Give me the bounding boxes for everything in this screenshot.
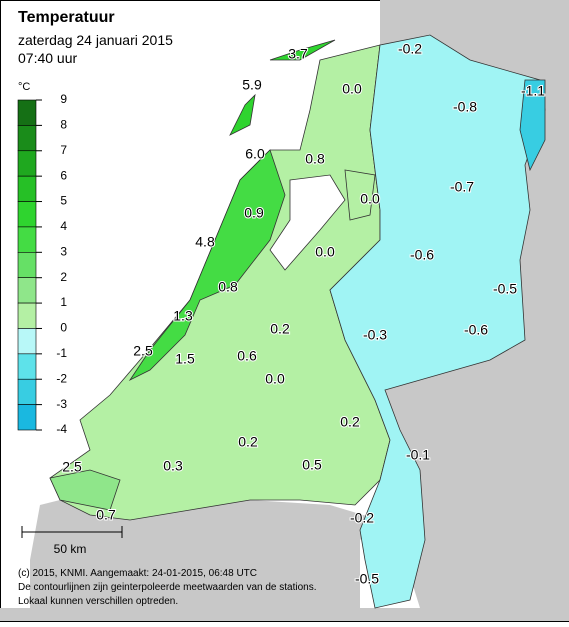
legend-swatch <box>17 252 37 278</box>
legend-tick-label: 5 <box>60 194 67 208</box>
station-value: 2.5 <box>133 343 153 359</box>
legend-swatch <box>17 175 37 202</box>
legend-tick-label: 4 <box>60 219 67 233</box>
footer-line: De contourlijnen zijn geinterpoleerde me… <box>18 582 317 593</box>
scale-label: 50 km <box>54 542 87 556</box>
station-value: -0.3 <box>363 327 387 343</box>
station-value: -0.6 <box>410 247 434 263</box>
time: 07:40 uur <box>18 50 77 66</box>
legend-swatch <box>17 302 37 329</box>
region-coldest <box>519 79 546 172</box>
legend-swatch <box>17 201 37 228</box>
station-value: -0.8 <box>453 99 477 115</box>
legend-tick-label: 3 <box>60 244 67 258</box>
station-value: -0.7 <box>450 179 474 195</box>
legend-tick-label: -1 <box>56 346 67 360</box>
stations: 3.7 -0.2 5.9 0.0 -1.1 -0.8 6.0 0.8 -0.7 0.0 0.9 4.8… <box>61 40 546 588</box>
legend-swatch <box>17 99 37 126</box>
station-value: -0.1 <box>406 447 430 463</box>
station-value: 5.9 <box>242 77 262 93</box>
station-value: 0.2 <box>340 414 360 430</box>
legend-swatch <box>17 226 37 253</box>
region-zeeland <box>49 469 121 511</box>
station-value: 6.0 <box>245 146 265 162</box>
station-value: 0.2 <box>238 434 258 450</box>
legend-tick-label: -2 <box>56 371 67 385</box>
station-value: 0.3 <box>163 458 183 474</box>
station-value: -0.2 <box>398 41 422 57</box>
station-value: 1.3 <box>173 308 193 324</box>
legend-tick-label: 0 <box>60 321 67 335</box>
region-warm <box>128 149 286 382</box>
station-value: 0.0 <box>342 81 362 97</box>
legend-tick-label: 2 <box>60 270 67 284</box>
station-value: 0.8 <box>218 279 238 295</box>
legend: 9 8 7 6 5 4 3 2 1 0 -1 -2 -3 -4 <box>17 92 67 436</box>
station-value: 0.7 <box>96 507 116 523</box>
station-value: 0.0 <box>315 244 335 260</box>
station-value: 0.0 <box>360 191 380 207</box>
station-value: -0.5 <box>355 571 379 587</box>
legend-swatch <box>17 125 37 152</box>
date: zaterdag 24 januari 2015 <box>18 32 173 48</box>
station-value: 4.8 <box>195 234 215 250</box>
legend-tick-label: 7 <box>60 143 67 157</box>
footer-line: (c) 2015, KNMI. Aangemaakt: 24-01-2015, … <box>18 568 257 579</box>
station-value: -1.1 <box>521 83 545 99</box>
legend-swatch <box>17 404 37 431</box>
legend-swatch <box>17 150 37 177</box>
legend-swatch <box>17 353 37 380</box>
station-value: 0.5 <box>302 457 322 473</box>
legend-tick-label: 8 <box>60 118 67 132</box>
legend-swatch <box>17 277 37 304</box>
islands <box>229 39 336 136</box>
station-value: -0.6 <box>464 322 488 338</box>
legend-tick-label: 1 <box>60 295 67 309</box>
footer-line: Lokaal kunnen verschillen optreden. <box>18 596 178 607</box>
legend-swatch <box>17 378 37 405</box>
station-value: 1.5 <box>175 351 195 367</box>
ijsselmeer <box>269 174 346 271</box>
legend-tick-label: -4 <box>56 422 67 436</box>
title: Temperatuur <box>18 9 115 26</box>
legend-tick-label: 6 <box>60 168 67 182</box>
legend-tick-label: 9 <box>60 92 67 106</box>
station-value: 0.0 <box>265 371 285 387</box>
station-value: 0.2 <box>270 321 290 337</box>
legend-tick-label: -3 <box>56 397 67 411</box>
station-value: -0.5 <box>493 281 517 297</box>
station-value: 3.7 <box>288 46 308 62</box>
legend-unit: °C <box>18 81 30 93</box>
station-value: 0.8 <box>305 151 325 167</box>
station-value: 0.6 <box>237 348 257 364</box>
station-value: 0.9 <box>244 205 264 221</box>
neighbour-land <box>0 608 569 621</box>
station-value: 2.5 <box>62 459 82 475</box>
flevoland <box>344 169 376 221</box>
station-value: -0.2 <box>350 510 374 526</box>
legend-swatch <box>17 328 37 355</box>
